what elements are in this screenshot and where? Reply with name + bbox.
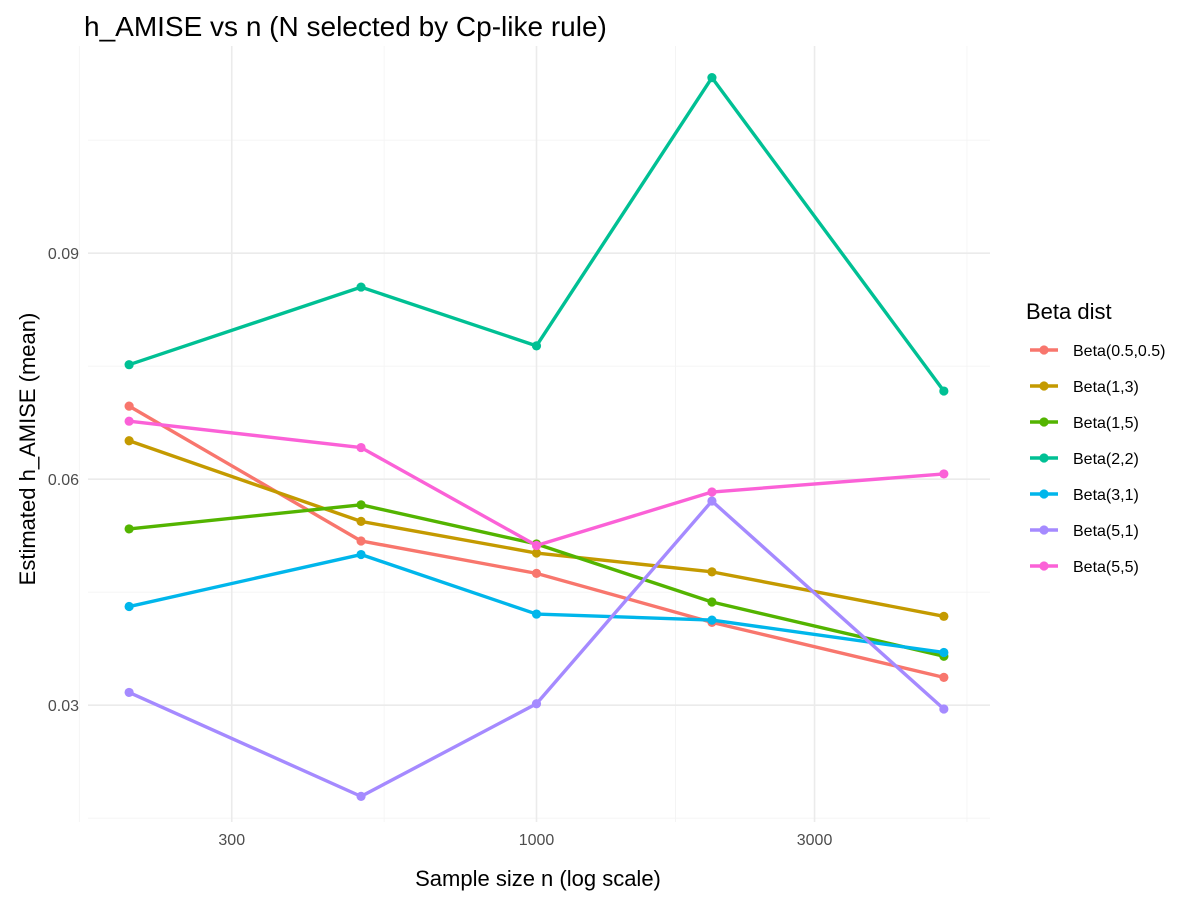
- legend-key-point: [1039, 345, 1049, 355]
- data-point: [124, 416, 134, 426]
- legend-key-point: [1039, 525, 1049, 535]
- data-point: [356, 791, 366, 801]
- data-point: [939, 647, 949, 658]
- legend-label: Beta(2,2): [1073, 451, 1139, 468]
- data-point: [707, 487, 717, 497]
- legend-item: Beta(0.5,0.5): [1030, 343, 1166, 360]
- series-beta-5-1: [124, 496, 949, 801]
- legend-item: Beta(3,1): [1030, 487, 1139, 504]
- legend-item: Beta(5,5): [1030, 559, 1139, 576]
- legend-key-point: [1039, 417, 1049, 427]
- data-point: [124, 524, 134, 534]
- legend-item: Beta(1,5): [1030, 415, 1139, 432]
- legend-key-point: [1039, 489, 1049, 499]
- series-beta-2-2: [124, 73, 949, 396]
- data-point: [124, 601, 134, 612]
- legend-key-point: [1039, 561, 1049, 571]
- legend-item: Beta(2,2): [1030, 451, 1139, 468]
- legend: Beta dist Beta(0.5,0.5) Beta(1,3) Beta(1,5…: [1026, 299, 1166, 576]
- data-point: [356, 442, 366, 453]
- legend-label: Beta(0.5,0.5): [1073, 343, 1166, 360]
- chart-title: h_AMISE vs n (N selected by Cp-like rule…: [84, 11, 607, 42]
- data-point: [356, 500, 366, 510]
- legend-item: Beta(5,1): [1030, 523, 1139, 540]
- y-tick-label: 0.06: [48, 472, 79, 489]
- x-tick-label: 3000: [797, 832, 833, 849]
- y-axis-title: Estimated h_AMISE (mean): [15, 313, 40, 586]
- legend-label: Beta(1,5): [1073, 415, 1139, 432]
- legend-key-point: [1039, 453, 1049, 463]
- data-point: [124, 401, 134, 411]
- data-point: [124, 360, 134, 370]
- legend-label: Beta(5,5): [1073, 559, 1139, 576]
- legend-label: Beta(3,1): [1073, 487, 1139, 504]
- data-point: [939, 704, 949, 714]
- series-layer: [124, 73, 949, 801]
- y-tick-label: 0.03: [48, 698, 79, 715]
- data-point: [531, 540, 542, 551]
- data-point: [356, 282, 366, 292]
- data-point: [531, 548, 542, 558]
- data-point: [356, 516, 366, 526]
- x-tick-label: 1000: [519, 832, 555, 849]
- grid: [78, 46, 990, 822]
- legend-key-point: [1039, 381, 1049, 391]
- data-point: [356, 536, 366, 546]
- series-beta-3-1: [124, 549, 949, 658]
- data-point: [124, 436, 134, 446]
- legend-label: Beta(1,3): [1073, 379, 1139, 396]
- data-point: [531, 341, 542, 351]
- data-point: [356, 549, 366, 560]
- data-point: [939, 611, 949, 621]
- data-point: [707, 567, 717, 577]
- y-axis: 0.03 0.06 0.09: [48, 246, 79, 715]
- legend-title: Beta dist: [1026, 299, 1112, 324]
- data-point: [707, 73, 717, 83]
- data-point: [707, 496, 717, 506]
- x-axis-title: Sample size n (log scale): [415, 866, 661, 891]
- series-beta-1-3: [124, 436, 949, 621]
- legend-item: Beta(1,3): [1030, 379, 1139, 396]
- data-point: [531, 609, 542, 619]
- legend-label: Beta(5,1): [1073, 523, 1139, 540]
- y-tick-label: 0.09: [48, 246, 79, 263]
- data-point: [939, 469, 949, 479]
- data-point: [531, 699, 542, 709]
- series-beta-5-5: [124, 416, 949, 551]
- x-tick-label: 300: [218, 832, 245, 849]
- data-point: [707, 597, 717, 607]
- data-point: [531, 568, 542, 578]
- data-point: [939, 386, 949, 396]
- data-point: [707, 615, 717, 625]
- data-point: [939, 672, 949, 682]
- x-axis: 300 1000 3000: [218, 832, 832, 849]
- data-point: [124, 687, 134, 698]
